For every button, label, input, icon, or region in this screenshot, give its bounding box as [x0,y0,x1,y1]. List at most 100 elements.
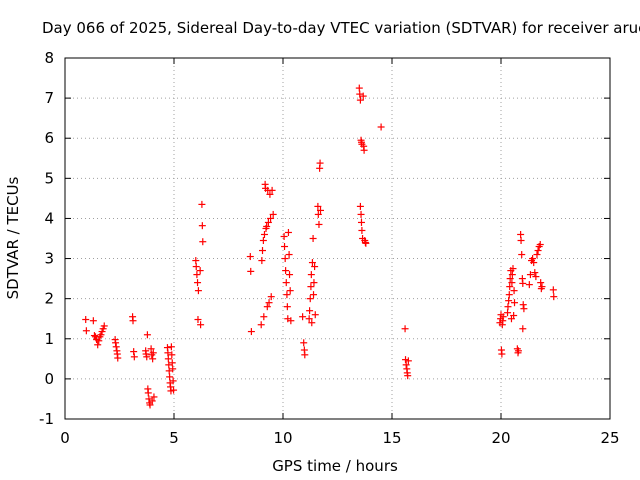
data-point [536,241,544,249]
data-point [193,271,201,279]
data-point [404,372,412,380]
data-point [506,283,514,291]
data-point [265,299,273,307]
data-point [129,317,137,325]
y-tick-labels: -1 0 1 2 3 4 5 6 7 8 [39,49,54,428]
data-point [100,322,108,330]
data-point [307,283,315,291]
y-tick-label: -1 [39,410,54,428]
data-point [90,332,98,340]
data-point [508,271,516,279]
data-point [310,291,318,299]
x-tick-label: 5 [169,429,179,447]
data-point [514,347,522,355]
data-point [268,186,276,194]
data-point [194,287,202,295]
data-point [357,218,365,226]
data-point [283,291,291,299]
data-point [149,349,157,357]
plot-frame [64,57,611,420]
data-point [305,315,313,323]
data-point [170,386,178,394]
chart-title: Day 066 of 2025, Sidereal Day-to-day VTE… [42,19,640,37]
data-point [284,228,292,236]
data-point [247,267,255,275]
data-point [510,312,518,320]
data-point [259,247,267,255]
data-point [282,267,290,275]
data-point [82,327,90,335]
data-point [269,210,277,218]
data-point [377,123,385,131]
data-point [130,348,138,356]
data-point [526,271,534,279]
data-point [360,146,368,154]
data-point [147,345,155,353]
x-tick-label: 15 [382,429,401,447]
data-point [168,351,176,359]
data-point [316,159,324,167]
data-point [164,349,172,357]
data-point [143,331,151,339]
data-point [166,373,174,381]
data-point [525,281,533,289]
data-point [307,271,315,279]
data-point [112,339,120,347]
data-points [82,84,558,409]
data-point [259,237,267,245]
y-tick-label: 5 [44,169,54,187]
data-point [164,355,172,363]
data-point [192,263,200,271]
data-point [196,267,204,275]
data-point [149,355,157,363]
data-point [194,316,202,324]
data-point [192,257,200,265]
data-point [310,279,318,287]
data-point [198,200,206,208]
grid-lines [65,58,610,419]
x-axis-label: GPS time / hours [272,457,398,475]
data-point [306,295,314,303]
data-point [504,309,512,317]
data-point [97,331,105,339]
data-point [355,84,363,92]
data-point [519,301,527,309]
data-point [246,253,254,261]
data-point [199,238,207,246]
data-point [311,311,319,319]
y-tick-label: 3 [44,250,54,268]
data-point [267,293,275,301]
data-point [150,393,158,401]
data-point [508,279,516,287]
data-point [143,353,151,361]
data-point [146,401,154,409]
data-point [316,206,324,214]
data-point [260,230,268,238]
data-point [520,305,528,313]
data-point [287,317,295,325]
data-point [356,96,364,104]
data-point [519,325,527,333]
data-point [538,283,546,291]
data-point [517,230,525,238]
data-point [314,202,322,210]
data-point [402,361,410,369]
y-tick-label: 1 [44,330,54,348]
data-point [82,316,90,324]
data-point [197,321,205,329]
data-point [267,214,275,222]
y-tick-label: 0 [44,370,54,388]
data-point [198,222,206,230]
data-point [358,226,366,234]
data-point [263,303,271,311]
data-point [144,389,152,397]
data-point [280,232,288,240]
data-point [258,257,266,265]
data-point [549,286,557,294]
data-point [499,313,507,321]
data-point [285,251,293,259]
data-point [112,343,120,351]
data-point [505,291,513,299]
y-tick-label: 2 [44,290,54,308]
